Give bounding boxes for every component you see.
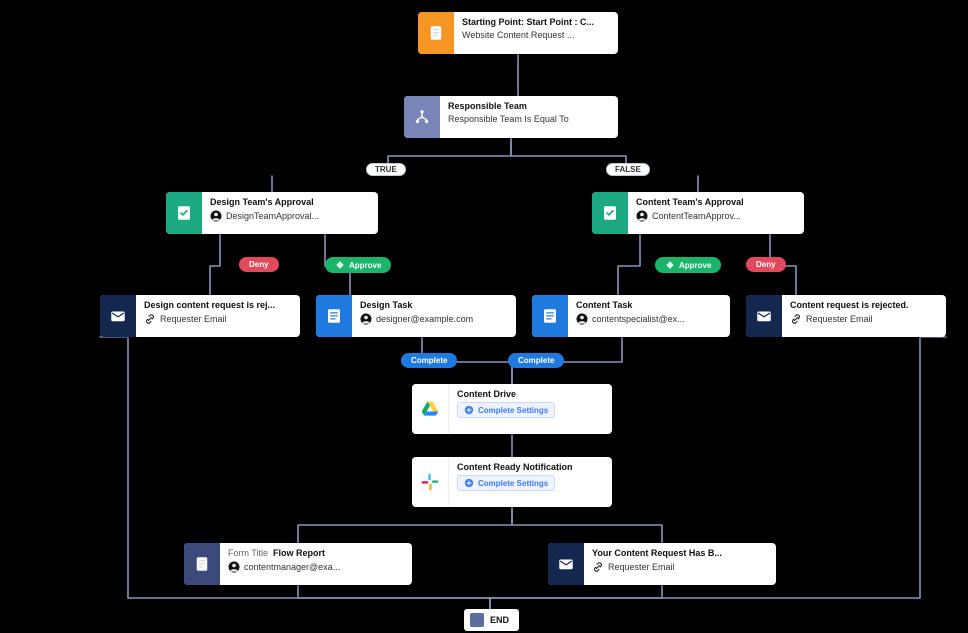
pill-complete: Complete	[508, 353, 564, 368]
node-contentAppr[interactable]: Content Team's Approval ContentTeamApprov…	[592, 192, 804, 234]
node-body: Content Drive Complete Settings	[449, 384, 612, 434]
list-icon	[316, 295, 352, 337]
user-icon	[636, 210, 648, 222]
end-icon	[470, 613, 484, 627]
node-title: Responsible Team	[448, 101, 610, 111]
pill-approve: Approve	[325, 257, 391, 273]
node-title: Starting Point: Start Point : C...	[462, 17, 610, 27]
end-label: END	[490, 615, 509, 625]
edge-label-false: FALSE	[606, 163, 650, 176]
node-title: Content request is rejected.	[790, 300, 938, 310]
node-designTask[interactable]: Design Task designer@example.com	[316, 295, 516, 337]
node-title: Content Drive	[457, 389, 604, 399]
node-subtext: DesignTeamApproval...	[226, 211, 319, 221]
node-body: Content Task contentspecialist@ex...	[568, 295, 730, 337]
node-subrow: Requester Email	[144, 313, 292, 325]
node-body: Design content request is rej... Requeste…	[136, 295, 300, 337]
node-subrow: DesignTeamApproval...	[210, 210, 370, 222]
node-title: Content Task	[576, 300, 722, 310]
node-body: Starting Point: Start Point : C... Websit…	[454, 12, 618, 54]
node-body: Your Content Request Has B... Requester E…	[584, 543, 776, 585]
user-icon	[576, 313, 588, 325]
node-title: Design Task	[360, 300, 508, 310]
node-body: Design Team's Approval DesignTeamApproval…	[202, 192, 378, 234]
link-icon	[144, 313, 156, 325]
node-subrow: contentspecialist@ex...	[576, 313, 722, 325]
node-subtext: designer@example.com	[376, 314, 473, 324]
pill-deny: Deny	[746, 257, 786, 272]
slack-icon	[412, 457, 449, 507]
list-icon	[532, 295, 568, 337]
node-subtext: Requester Email	[806, 314, 873, 324]
node-subtext: Responsible Team Is Equal To	[448, 114, 569, 124]
node-subtext: ContentTeamApprov...	[652, 211, 741, 221]
pill-deny: Deny	[239, 257, 279, 272]
node-subrow: Responsible Team Is Equal To	[448, 114, 610, 124]
node-body: Responsible Team Responsible Team Is Equa…	[440, 96, 618, 138]
user-icon	[210, 210, 222, 222]
user-icon	[228, 561, 240, 573]
node-title: Design Team's Approval	[210, 197, 370, 207]
node-subrow: Requester Email	[592, 561, 768, 573]
node-body: Content Team's Approval ContentTeamApprov…	[628, 192, 804, 234]
check-icon	[166, 192, 202, 234]
node-flowReport[interactable]: Form Title Flow Report contentmanager@exa…	[184, 543, 412, 585]
node-subtext: Requester Email	[160, 314, 227, 324]
doc-icon	[184, 543, 220, 585]
node-body: Content Ready Notification Complete Setti…	[449, 457, 612, 507]
mail-icon	[100, 295, 136, 337]
node-body: Content request is rejected. Requester Em…	[782, 295, 946, 337]
node-subrow: Requester Email	[790, 313, 938, 325]
end-node: END	[464, 609, 519, 631]
node-body: Form Title Flow Report contentmanager@exa…	[220, 543, 412, 585]
node-body: Design Task designer@example.com	[352, 295, 516, 337]
check-icon	[592, 192, 628, 234]
node-title: Content Ready Notification	[457, 462, 604, 472]
node-subrow: designer@example.com	[360, 313, 508, 325]
node-contentReject[interactable]: Content request is rejected. Requester Em…	[746, 295, 946, 337]
node-subtext: Requester Email	[608, 562, 675, 572]
mail-icon	[548, 543, 584, 585]
link-icon	[790, 313, 802, 325]
workflow-canvas: END Starting Point: Start Point : C... We…	[0, 0, 968, 633]
pill-approve: Approve	[655, 257, 721, 273]
node-subrow: ContentTeamApprov...	[636, 210, 796, 222]
node-subtext: contentmanager@exa...	[244, 562, 340, 572]
node-designAppr[interactable]: Design Team's Approval DesignTeamApproval…	[166, 192, 378, 234]
user-icon	[360, 313, 372, 325]
mail-icon	[746, 295, 782, 337]
pill-complete: Complete	[401, 353, 457, 368]
branch-icon	[404, 96, 440, 138]
node-slack[interactable]: Content Ready Notification Complete Setti…	[412, 457, 612, 507]
node-subrow: Website Content Request ...	[462, 30, 610, 40]
node-start[interactable]: Starting Point: Start Point : C... Websit…	[418, 12, 618, 54]
doc-icon	[418, 12, 454, 54]
node-subtext: contentspecialist@ex...	[592, 314, 685, 324]
node-cond[interactable]: Responsible Team Responsible Team Is Equa…	[404, 96, 618, 138]
complete-settings-button[interactable]: Complete Settings	[457, 402, 555, 418]
node-contentReady[interactable]: Your Content Request Has B... Requester E…	[548, 543, 776, 585]
node-contentTask[interactable]: Content Task contentspecialist@ex...	[532, 295, 730, 337]
complete-settings-button[interactable]: Complete Settings	[457, 475, 555, 491]
node-title: Content Team's Approval	[636, 197, 796, 207]
gdrive-icon	[412, 384, 449, 434]
node-subtext: Website Content Request ...	[462, 30, 574, 40]
node-title: Form Title Flow Report	[228, 548, 404, 558]
node-subrow: contentmanager@exa...	[228, 561, 404, 573]
edge-label-true: TRUE	[366, 163, 406, 176]
link-icon	[592, 561, 604, 573]
node-designReject[interactable]: Design content request is rej... Requeste…	[100, 295, 300, 337]
node-title: Your Content Request Has B...	[592, 548, 768, 558]
node-title: Design content request is rej...	[144, 300, 292, 310]
node-drive[interactable]: Content Drive Complete Settings	[412, 384, 612, 434]
